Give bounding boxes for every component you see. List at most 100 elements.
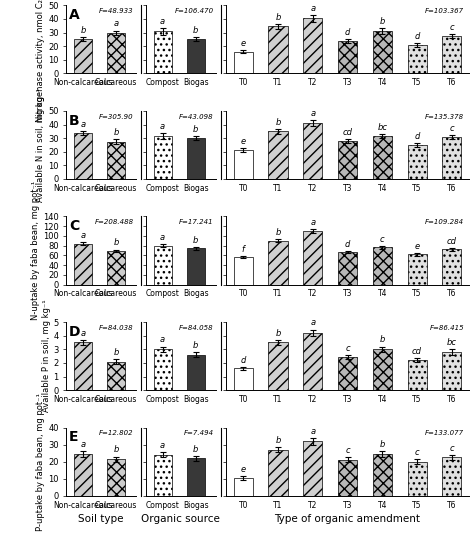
Text: a: a bbox=[310, 427, 315, 436]
Text: F=109.284: F=109.284 bbox=[425, 219, 465, 225]
Bar bbox=[268, 342, 288, 390]
Bar bbox=[107, 361, 125, 390]
Text: c: c bbox=[345, 446, 350, 455]
Text: a: a bbox=[160, 233, 165, 242]
Bar bbox=[74, 133, 92, 179]
Bar bbox=[408, 145, 427, 179]
Text: b: b bbox=[275, 228, 281, 237]
Text: b: b bbox=[113, 446, 118, 455]
Text: a: a bbox=[160, 335, 165, 344]
Bar bbox=[303, 18, 322, 74]
Text: b: b bbox=[193, 26, 199, 35]
Bar bbox=[234, 478, 253, 496]
Text: F=135.378: F=135.378 bbox=[425, 114, 465, 119]
Y-axis label: P-uptake by faba bean, mg pot⁻¹: P-uptake by faba bean, mg pot⁻¹ bbox=[36, 393, 46, 530]
Bar bbox=[107, 142, 125, 179]
Bar bbox=[408, 462, 427, 496]
Text: d: d bbox=[345, 240, 350, 249]
X-axis label: Type of organic amendment: Type of organic amendment bbox=[274, 514, 420, 524]
Bar bbox=[107, 251, 125, 285]
Bar bbox=[234, 52, 253, 74]
Bar bbox=[338, 460, 357, 496]
Bar bbox=[338, 141, 357, 179]
Text: b: b bbox=[113, 238, 118, 247]
Text: bc: bc bbox=[377, 123, 387, 132]
Text: b: b bbox=[80, 26, 86, 35]
Text: b: b bbox=[193, 445, 199, 454]
Text: b: b bbox=[275, 118, 281, 126]
Text: F=86.415: F=86.415 bbox=[430, 325, 465, 331]
Bar bbox=[74, 342, 92, 390]
Bar bbox=[187, 138, 205, 179]
Y-axis label: Available N in soil, mg kg⁻¹: Available N in soil, mg kg⁻¹ bbox=[36, 88, 46, 202]
Text: a: a bbox=[81, 231, 85, 240]
Text: F=17.241: F=17.241 bbox=[179, 219, 214, 225]
X-axis label: Organic source: Organic source bbox=[141, 514, 220, 524]
Y-axis label: Available P in soil, mg kg⁻¹: Available P in soil, mg kg⁻¹ bbox=[42, 300, 51, 413]
Text: e: e bbox=[241, 39, 246, 48]
Bar bbox=[303, 333, 322, 390]
Text: c: c bbox=[415, 448, 419, 457]
Text: F=106.470: F=106.470 bbox=[174, 8, 214, 14]
Bar bbox=[338, 41, 357, 74]
Text: F=84.038: F=84.038 bbox=[99, 325, 134, 331]
Bar bbox=[154, 455, 172, 496]
Bar bbox=[74, 454, 92, 496]
Text: F=208.488: F=208.488 bbox=[95, 219, 134, 225]
Bar bbox=[234, 150, 253, 179]
Text: cd: cd bbox=[447, 237, 457, 246]
Text: f: f bbox=[242, 245, 245, 254]
Bar bbox=[107, 33, 125, 74]
Text: a: a bbox=[310, 218, 315, 227]
Bar bbox=[373, 31, 392, 74]
Y-axis label: N-uptake by faba bean, mg pot⁻¹: N-uptake by faba bean, mg pot⁻¹ bbox=[31, 181, 40, 320]
Text: e: e bbox=[241, 136, 246, 146]
Bar bbox=[187, 39, 205, 74]
Bar bbox=[408, 360, 427, 390]
Text: d: d bbox=[345, 28, 350, 37]
Text: c: c bbox=[449, 23, 454, 32]
Bar bbox=[373, 349, 392, 390]
Bar bbox=[107, 459, 125, 496]
Bar bbox=[234, 368, 253, 390]
Text: A: A bbox=[69, 8, 80, 22]
Text: b: b bbox=[193, 341, 199, 350]
Text: F=43.098: F=43.098 bbox=[179, 114, 214, 119]
Text: a: a bbox=[310, 319, 315, 327]
Bar bbox=[154, 31, 172, 74]
Text: e: e bbox=[241, 465, 246, 474]
Text: b: b bbox=[193, 125, 199, 134]
Text: F=12.802: F=12.802 bbox=[99, 430, 134, 437]
Bar bbox=[373, 454, 392, 496]
Text: e: e bbox=[415, 242, 419, 251]
Text: F=48.933: F=48.933 bbox=[99, 8, 134, 14]
Bar bbox=[234, 257, 253, 285]
X-axis label: Soil type: Soil type bbox=[78, 514, 124, 524]
Bar bbox=[154, 349, 172, 390]
Text: F=305.90: F=305.90 bbox=[99, 114, 134, 119]
Text: D: D bbox=[69, 325, 81, 339]
Text: a: a bbox=[113, 20, 118, 28]
Bar bbox=[442, 249, 461, 285]
Bar bbox=[268, 131, 288, 179]
Text: b: b bbox=[113, 349, 118, 358]
Text: b: b bbox=[275, 436, 281, 445]
Bar bbox=[373, 247, 392, 285]
Text: a: a bbox=[160, 441, 165, 450]
Text: a: a bbox=[310, 4, 315, 13]
Text: c: c bbox=[380, 235, 384, 244]
Text: F=7.494: F=7.494 bbox=[183, 430, 214, 437]
Text: c: c bbox=[345, 344, 350, 353]
Bar bbox=[154, 246, 172, 285]
Text: B: B bbox=[69, 114, 80, 127]
Text: F=84.058: F=84.058 bbox=[179, 325, 214, 331]
Text: d: d bbox=[240, 356, 246, 365]
Bar bbox=[268, 450, 288, 496]
Bar bbox=[74, 39, 92, 74]
Bar bbox=[442, 457, 461, 496]
Text: cd: cd bbox=[343, 128, 353, 137]
Bar bbox=[303, 231, 322, 285]
Bar bbox=[154, 136, 172, 179]
Text: a: a bbox=[160, 17, 165, 26]
Bar bbox=[408, 45, 427, 74]
